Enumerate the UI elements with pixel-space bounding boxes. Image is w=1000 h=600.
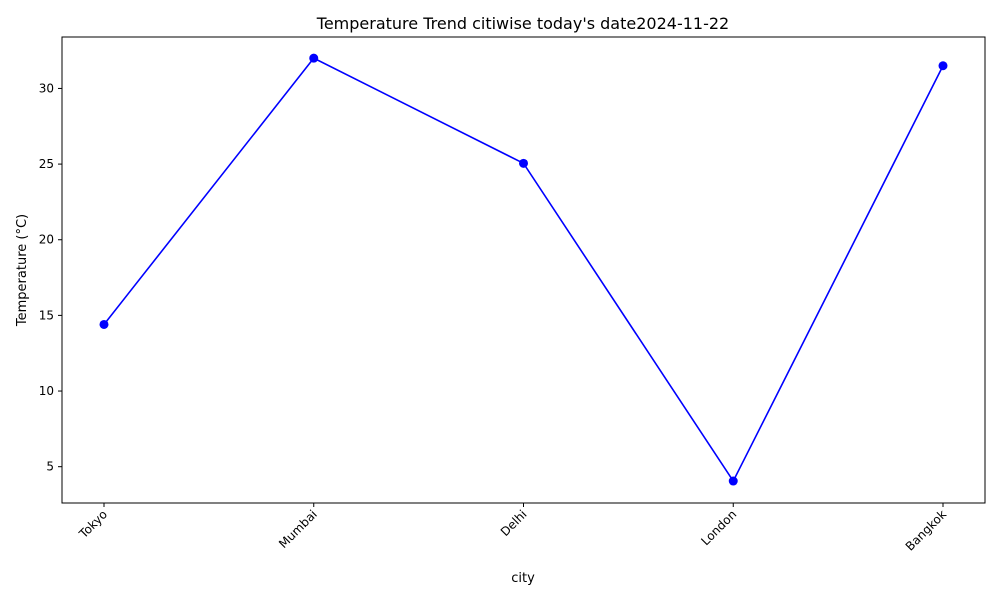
- series-line: [103, 57, 944, 483]
- y-tick-label: 5: [46, 460, 54, 474]
- data-point-mumbai: [309, 53, 319, 63]
- plot-frame: [61, 36, 986, 504]
- x-tick-label-delhi: Delhi: [498, 507, 530, 539]
- x-axis: Tokyo Mumbai Delhi London Bangkok: [76, 503, 949, 554]
- data-point-london: [728, 476, 738, 486]
- y-axis-label: Temperature (°C): [15, 214, 30, 327]
- y-tick-label: 25: [39, 157, 54, 171]
- x-tick-label-bangkok: Bangkok: [903, 507, 949, 553]
- x-tick-label-mumbai: Mumbai: [276, 507, 320, 551]
- y-tick-label: 10: [39, 384, 54, 398]
- y-tick-label: 15: [39, 308, 54, 322]
- y-tick-label: 20: [39, 233, 54, 247]
- chart-title: Temperature Trend citiwise today's date2…: [316, 14, 729, 33]
- x-axis-label: city: [511, 571, 535, 586]
- plot-area: [99, 53, 948, 486]
- x-tick-label-tokyo: Tokyo: [76, 507, 110, 541]
- y-axis: 5 10 15 20 25 30: [39, 81, 62, 474]
- data-point-bangkok: [938, 61, 948, 71]
- data-point-tokyo: [99, 319, 109, 329]
- x-tick-label-london: London: [698, 507, 739, 548]
- y-tick-label: 30: [39, 81, 54, 95]
- data-point-delhi: [519, 158, 528, 168]
